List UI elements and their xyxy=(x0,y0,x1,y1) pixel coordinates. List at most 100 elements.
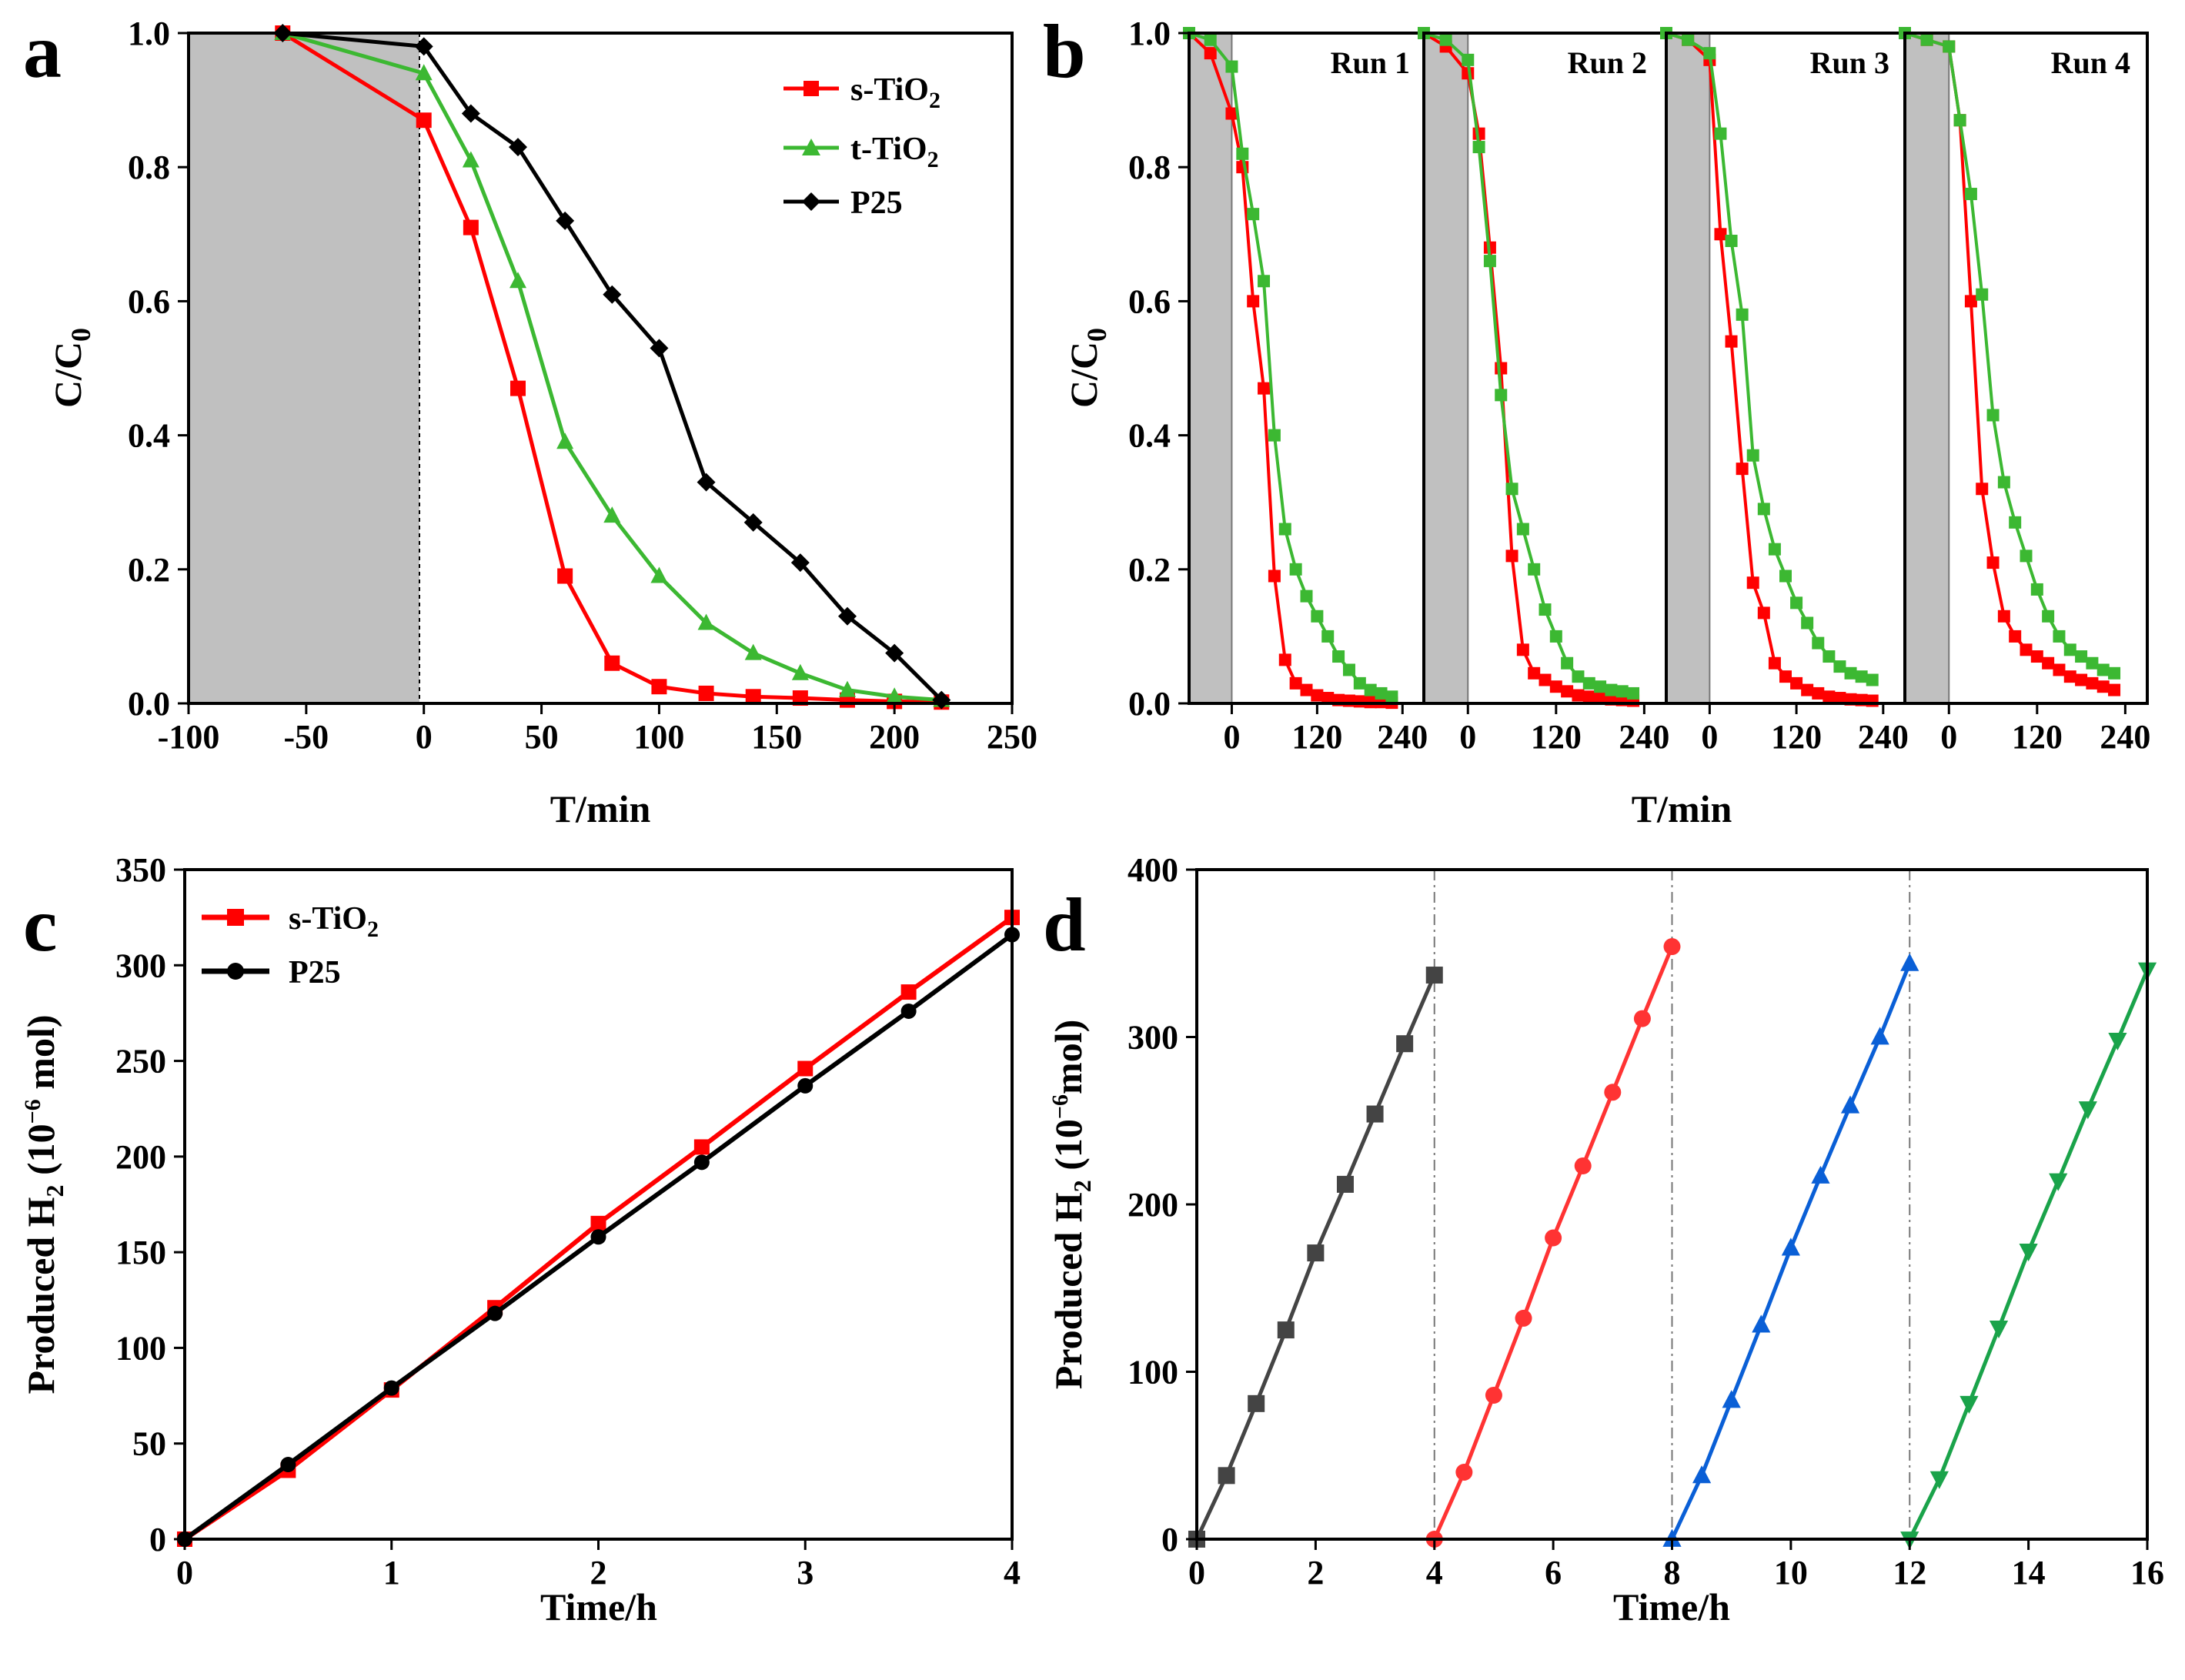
panel-d-xtick-label-8: 16 xyxy=(2130,1554,2164,1591)
panel-b-run-1-green-point-6 xyxy=(1268,429,1281,442)
panel-a-series-1-point-1 xyxy=(415,64,433,81)
panel-a-ytick-label-2: 0.4 xyxy=(128,417,170,455)
panel-a-series-2-point-9 xyxy=(790,553,810,573)
panel-c-series-1-point-6 xyxy=(797,1077,814,1094)
panel-b-run-3-red-point-12 xyxy=(1812,686,1825,700)
panel-b-run-2: 0 120 240 xyxy=(1418,27,1669,756)
panel-b-ytick-label-4: 0.8 xyxy=(1128,149,1171,186)
panel-b-run-3-green-point-7 xyxy=(1757,503,1770,516)
panel-b-run-2-green-point-6 xyxy=(1505,483,1518,496)
panel-a-series-1-point-4 xyxy=(556,433,574,449)
panel-b-run-2-red-point-10 xyxy=(1549,680,1562,693)
panel-b-run-3-red-point-6 xyxy=(1746,576,1759,590)
panel-b-run-4-xtick-label-1: 120 xyxy=(2012,718,2063,756)
panel-b-run-1-red-point-14 xyxy=(1353,695,1366,708)
panel-b-run-4-xtick-label-0: 0 xyxy=(1940,718,1957,756)
panel-b-run-3-green-point-14 xyxy=(1833,660,1846,673)
panel-b-run-3-red-point-5 xyxy=(1736,463,1749,476)
panel-b-run-4-red-point-12 xyxy=(2053,663,2066,676)
panel-d-ytick-label-2: 200 xyxy=(1128,1186,1178,1224)
panel-b-run-4-green-point-14 xyxy=(2075,650,2088,663)
panel-b-run-2-xtick-label-2: 240 xyxy=(1619,718,1669,756)
panel-b: 0 120 240 0 120 240 0 120 240 0 120 240 Run 1 Ru… xyxy=(1043,8,2150,830)
panel-b-run-label-4: Run 4 xyxy=(2051,45,2130,80)
panel-a-series-1-point-6 xyxy=(650,566,668,583)
panel-d-xtick-label-7: 14 xyxy=(2012,1554,2046,1591)
panel-d-series-2-point-7 xyxy=(1870,1027,1889,1045)
panel-b-run-3-green-point-2 xyxy=(1703,47,1716,60)
panel-c-series-1-point-4 xyxy=(590,1229,606,1245)
panel-d-series-0-point-7 xyxy=(1396,1035,1414,1053)
panel-b-run-2-dark-region xyxy=(1424,33,1468,703)
panel-c-series-0-point-5 xyxy=(693,1139,710,1155)
panel-b-run-4-red-point-13 xyxy=(2063,670,2076,683)
panel-b-run-3-dark-region xyxy=(1666,33,1710,703)
panel-c-series-0-point-4 xyxy=(590,1215,606,1231)
legend-label-s-tio2: s-TiO2 xyxy=(850,72,940,113)
panel-d-series-1-point-4 xyxy=(1545,1229,1562,1247)
legend-marker-s-tio2-c xyxy=(227,909,244,926)
panel-b-run-1-xtick-label-1: 120 xyxy=(1291,718,1342,756)
panel-b-run-3-xtick-label-2: 240 xyxy=(1858,718,1909,756)
panel-b-run-2-red-point-14 xyxy=(1594,692,1607,705)
panel-b-run-2-green-point-16 xyxy=(1615,685,1629,698)
panel-b-run-1-red-point-7 xyxy=(1278,653,1291,666)
panel-b-run-2-xtick-label-1: 120 xyxy=(1531,718,1582,756)
panel-d-xtick-label-1: 2 xyxy=(1307,1554,1324,1591)
panel-d-series-2-point-3 xyxy=(1752,1314,1771,1333)
panel-c-xtick-label-4: 4 xyxy=(1004,1554,1021,1591)
panel-b-run-4-red-point-17 xyxy=(2108,683,2121,696)
legend-label-t-tio2: t-TiO2 xyxy=(850,132,939,172)
panel-a-ytick-label-0: 0.0 xyxy=(128,685,170,723)
panel-b-run-3-red-point-4 xyxy=(1725,335,1738,348)
panel-d-xtick-label-3: 6 xyxy=(1545,1554,1562,1591)
panel-d-axes: 0 2 4 6 8 10 12 14 16 0 100 200 300 400 xyxy=(1128,851,2164,1591)
panel-d-series-1-point-2 xyxy=(1485,1386,1502,1404)
panel-b-run-1-red-point-10 xyxy=(1311,689,1324,702)
panel-d-dividers xyxy=(1433,870,1911,1539)
panel-a-series-0-point-5 xyxy=(604,655,620,671)
panel-a-xtick-label-6: 200 xyxy=(869,718,920,756)
panel-b-run-1-green-point-13 xyxy=(1342,663,1355,676)
panel-b-run-1-green-point-2 xyxy=(1225,60,1238,73)
panel-b-run-4-red-point-6 xyxy=(1986,556,2000,569)
panel-d-series-3-point-7 xyxy=(2108,1032,2127,1051)
panel-d-xtick-label-5: 10 xyxy=(1774,1554,1808,1591)
panel-a-series-2-point-4 xyxy=(556,211,575,230)
legend-marker-p25-c xyxy=(227,963,244,980)
panel-b-run-2-green-point-7 xyxy=(1516,523,1529,536)
panel-c-ytick-label-2: 100 xyxy=(115,1329,166,1367)
panel-b-run-2-green-point-15 xyxy=(1605,683,1618,696)
panel-a-series-0-point-4 xyxy=(557,568,573,584)
panel-c-series-1-point-5 xyxy=(693,1154,710,1171)
panel-d-series-0-point-1 xyxy=(1218,1467,1235,1485)
panel-d-xtick-label-2: 4 xyxy=(1426,1554,1443,1591)
panel-a-series-1-point-7 xyxy=(697,613,715,630)
panel-b-run-1-xtick-label-0: 0 xyxy=(1223,718,1240,756)
panel-b-run-4-red-point-5 xyxy=(1976,483,1989,496)
panel-a-series-2-point-2 xyxy=(461,104,480,123)
panel-b-run-3-green-point-8 xyxy=(1768,543,1781,556)
panel-a-series-1-point-2 xyxy=(462,151,479,168)
panel-d-xlabel: Time/h xyxy=(1613,1585,1730,1628)
panel-a-xtick-label-1: -50 xyxy=(284,718,329,756)
panel-d-series-1-point-1 xyxy=(1455,1464,1473,1481)
panel-d-series-2-point-1 xyxy=(1692,1465,1712,1484)
panel-b-run-2-green-point-14 xyxy=(1594,680,1607,693)
panel-d-series-0-point-3 xyxy=(1277,1321,1295,1339)
panel-a-series-1-point-3 xyxy=(509,272,526,289)
panel-a-xtick-label-2: 0 xyxy=(416,718,433,756)
panel-d-series-2-point-4 xyxy=(1781,1237,1800,1256)
panel-b-run-4-red-point-14 xyxy=(2075,673,2088,686)
panel-b-run-4-green-point-5 xyxy=(1976,288,1989,301)
panel-b-run-1-green-point-1 xyxy=(1204,33,1217,46)
panel-b-run-4-red-point-8 xyxy=(2009,630,2022,643)
panel-b-run-4-green-point-7 xyxy=(1997,476,2010,489)
panel-d-series-1-point-5 xyxy=(1574,1157,1592,1174)
panel-c-letter: c xyxy=(23,882,57,967)
panel-b-run-3-red-point-9 xyxy=(1779,670,1792,683)
panel-b-ylabel: C/C0 xyxy=(1062,328,1112,408)
panel-b-run-2-xtick-label-0: 0 xyxy=(1459,718,1476,756)
panel-c-xtick-label-3: 3 xyxy=(797,1554,814,1591)
